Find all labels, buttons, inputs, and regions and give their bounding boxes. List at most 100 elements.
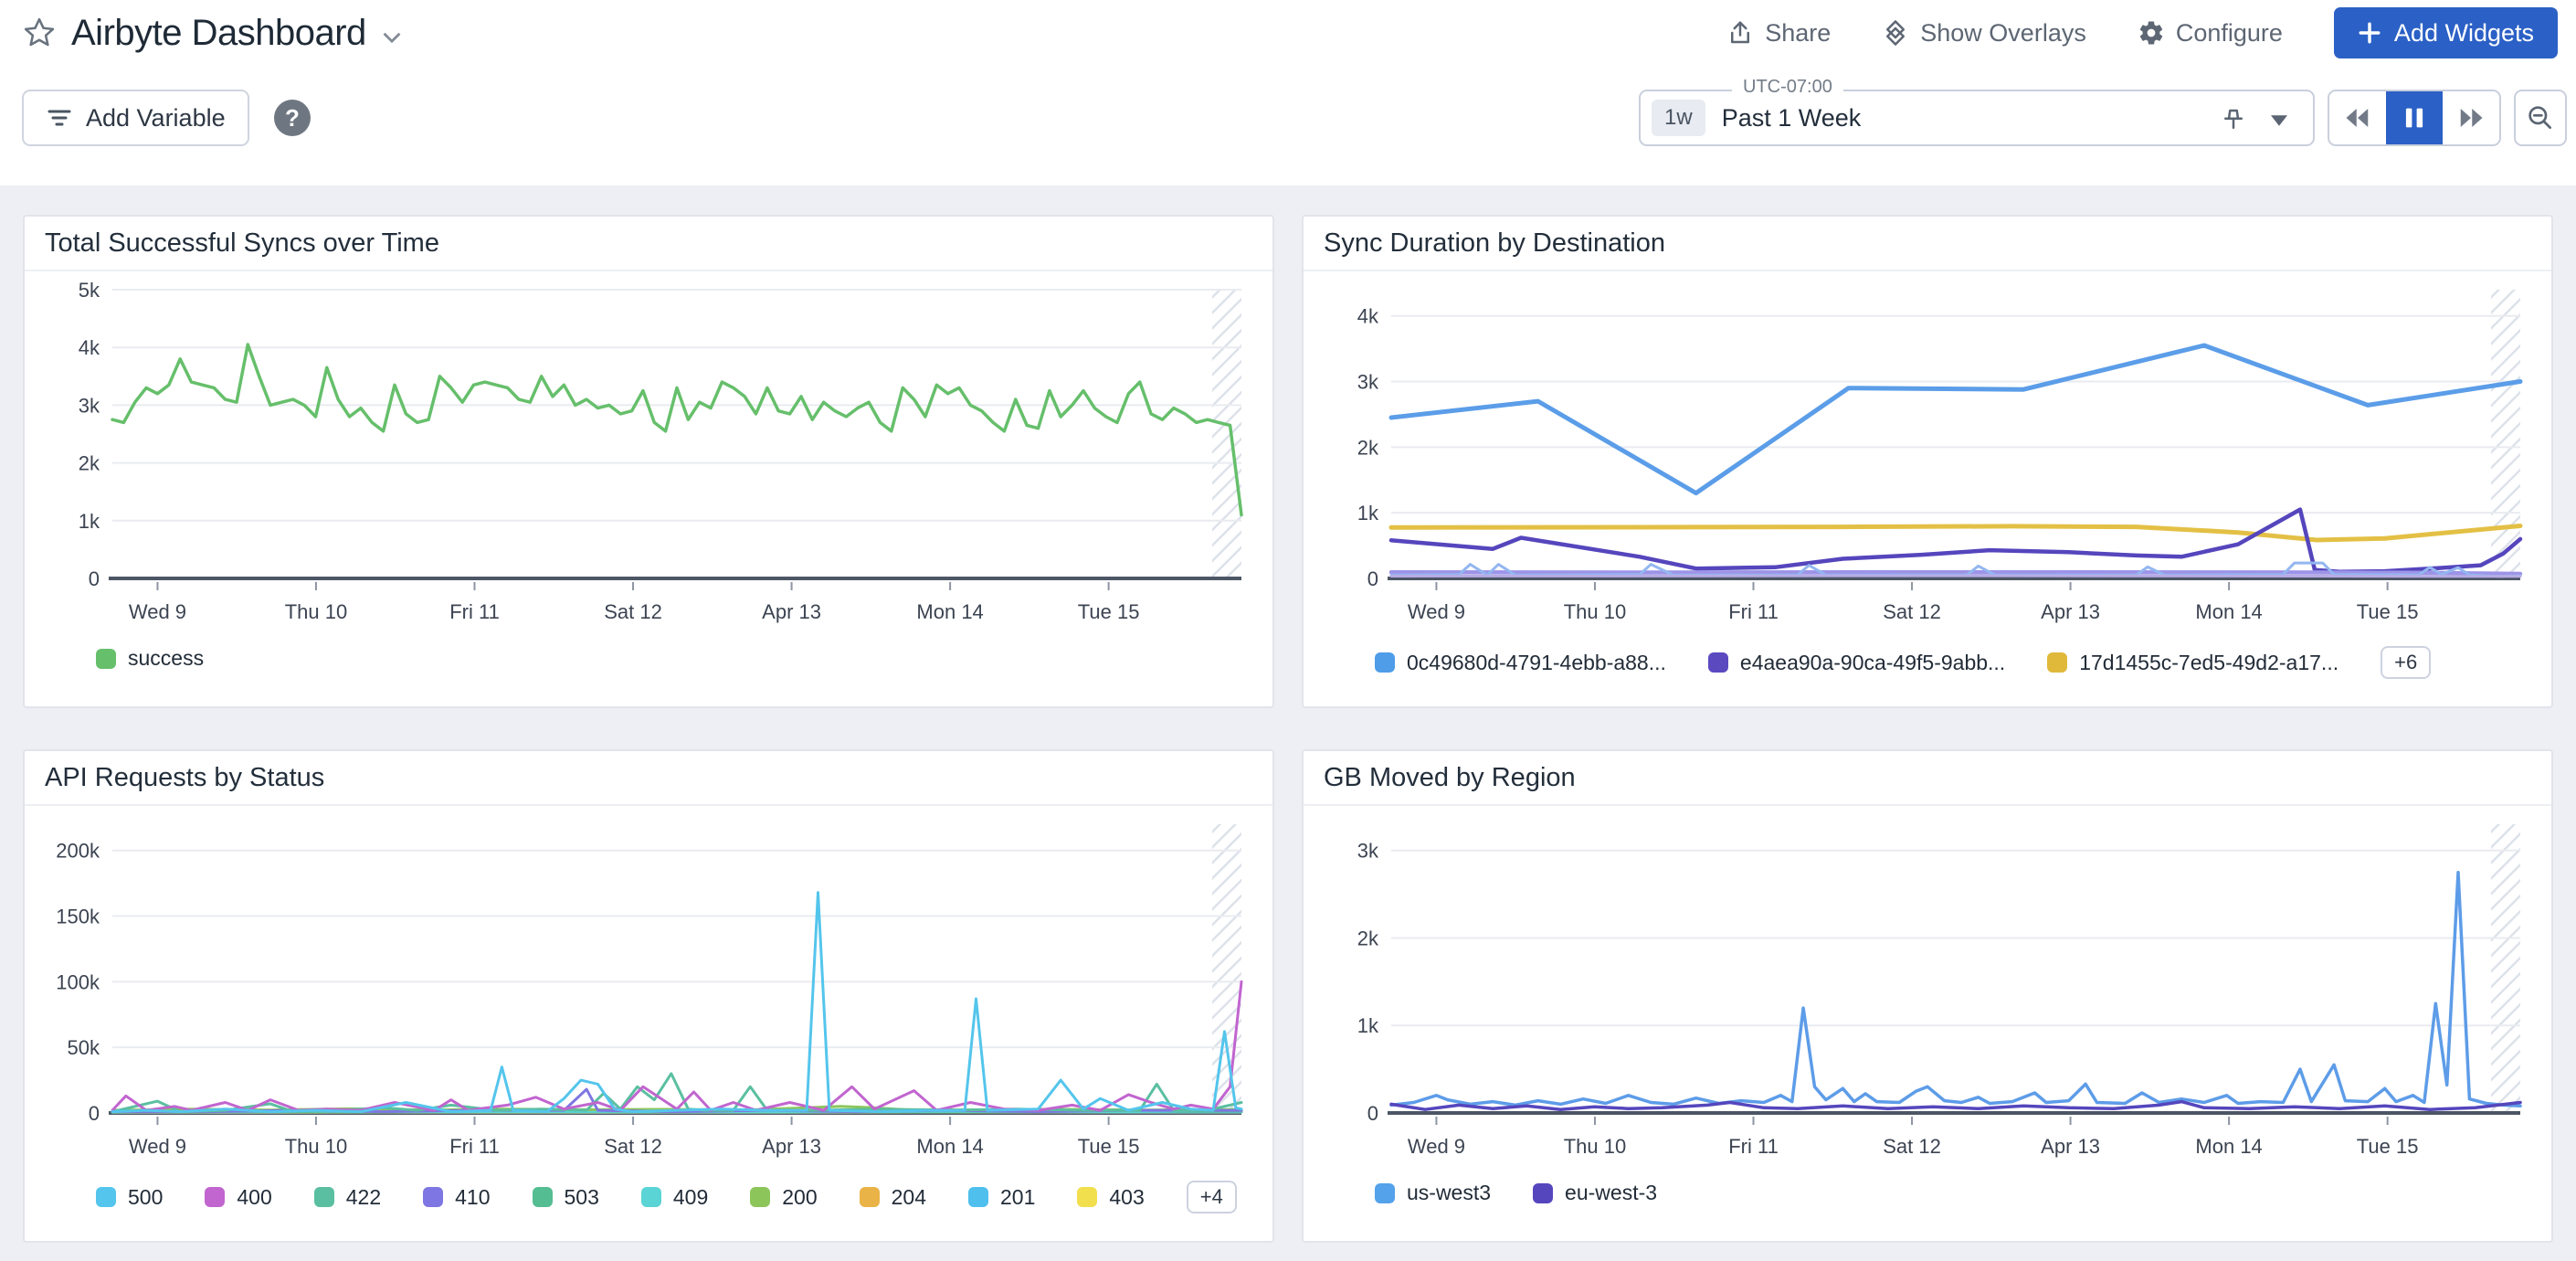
share-label: Share xyxy=(1765,19,1831,48)
legend-item-409[interactable]: 409 xyxy=(641,1185,708,1210)
show-overlays-button[interactable]: Show Overlays xyxy=(1882,18,2086,48)
legend-label: eu-west-3 xyxy=(1565,1181,1657,1205)
widget-title: API Requests by Status xyxy=(25,751,1272,806)
series-400 xyxy=(112,981,1241,1110)
legend-item-eu-west-3[interactable]: eu-west-3 xyxy=(1533,1181,1657,1205)
overlays-icon xyxy=(1882,18,1909,48)
legend-item-e4aea90a-90ca-49f5-9abb...[interactable]: e4aea90a-90ca-49f5-9abb... xyxy=(1708,651,2005,675)
legend-label: 409 xyxy=(673,1185,708,1210)
legend-label: e4aea90a-90ca-49f5-9abb... xyxy=(1740,651,2005,675)
svg-text:Tue 15: Tue 15 xyxy=(1078,600,1140,623)
svg-text:Sat 12: Sat 12 xyxy=(1883,600,1941,623)
chart-total-successful-syncs[interactable]: 01k2k3k4k5kWed 9Thu 10Fri 11Sat 12Apr 13… xyxy=(41,273,1256,635)
legend-label: 503 xyxy=(565,1185,599,1210)
legend-swatch xyxy=(314,1187,334,1207)
svg-text:4k: 4k xyxy=(1357,305,1379,328)
legend-label: 500 xyxy=(128,1185,163,1210)
pin-icon[interactable] xyxy=(2220,105,2247,134)
widget-total-successful-syncs: Total Successful Syncs over Time 01k2k3k… xyxy=(23,215,1274,708)
svg-text:3k: 3k xyxy=(1357,371,1379,394)
title-chevron-down-icon[interactable] xyxy=(381,31,403,44)
time-range-picker[interactable]: UTC-07:00 1w Past 1 Week xyxy=(1639,90,2315,146)
legend-item-403[interactable]: 403 xyxy=(1077,1185,1144,1210)
svg-text:Thu 10: Thu 10 xyxy=(1564,1135,1627,1158)
svg-text:Mon 14: Mon 14 xyxy=(2195,1135,2262,1158)
chart-gb-moved-by-region[interactable]: 01k2k3kWed 9Thu 10Fri 11Sat 12Apr 13Mon … xyxy=(1320,808,2535,1170)
favorite-star-icon[interactable] xyxy=(22,16,57,50)
widget-api-requests-by-status: API Requests by Status 050k100k150k200kW… xyxy=(23,749,1274,1243)
svg-text:Tue 15: Tue 15 xyxy=(2357,1135,2419,1158)
svg-text:Apr 13: Apr 13 xyxy=(762,1135,821,1158)
svg-text:0: 0 xyxy=(1367,1102,1378,1125)
help-icon[interactable]: ? xyxy=(274,100,311,136)
legend-item-422[interactable]: 422 xyxy=(314,1185,381,1210)
add-widgets-button[interactable]: Add Widgets xyxy=(2334,7,2558,58)
legend-swatch xyxy=(1708,652,1728,673)
legend-label: success xyxy=(128,646,204,671)
legend-swatch xyxy=(860,1187,880,1207)
chart-legend: us-west3 eu-west-3 xyxy=(1304,1170,2551,1205)
legend-item-17d1455c-7ed5-49d2-a17...[interactable]: 17d1455c-7ed5-49d2-a17... xyxy=(2047,651,2338,675)
svg-text:Wed 9: Wed 9 xyxy=(129,600,186,623)
time-range-caret-icon[interactable] xyxy=(2271,115,2287,126)
svg-text:Wed 9: Wed 9 xyxy=(129,1135,186,1158)
series-success xyxy=(112,344,1241,515)
svg-text:50k: 50k xyxy=(68,1036,100,1059)
legend-label: 204 xyxy=(892,1185,926,1210)
chart-legend: 0c49680d-4791-4ebb-a88... e4aea90a-90ca-4… xyxy=(1304,635,2551,679)
share-icon xyxy=(1726,18,1754,48)
rewind-button[interactable] xyxy=(2329,91,2386,144)
widget-title: Total Successful Syncs over Time xyxy=(25,217,1272,271)
svg-text:150k: 150k xyxy=(56,906,100,928)
time-range-label: Past 1 Week xyxy=(1722,104,1862,132)
svg-text:Mon 14: Mon 14 xyxy=(916,600,983,623)
add-variable-label: Add Variable xyxy=(86,104,226,132)
playback-controls xyxy=(2328,90,2501,146)
legend-label: 400 xyxy=(237,1185,271,1210)
svg-text:2k: 2k xyxy=(1357,927,1379,949)
legend-item-400[interactable]: 400 xyxy=(205,1185,271,1210)
share-button[interactable]: Share xyxy=(1726,18,1831,48)
svg-text:4k: 4k xyxy=(79,336,100,359)
legend-item-500[interactable]: 500 xyxy=(96,1185,163,1210)
legend-item-us-west3[interactable]: us-west3 xyxy=(1375,1181,1491,1205)
time-range-chip[interactable]: 1w xyxy=(1652,100,1705,136)
legend-item-success[interactable]: success xyxy=(96,646,204,671)
chart-legend: success xyxy=(25,635,1272,671)
chart-sync-duration-by-destination[interactable]: 01k2k3k4kWed 9Thu 10Fri 11Sat 12Apr 13Mo… xyxy=(1320,273,2535,635)
svg-text:Fri 11: Fri 11 xyxy=(1728,1135,1779,1158)
widget-title: GB Moved by Region xyxy=(1304,751,2551,806)
svg-text:3k: 3k xyxy=(79,394,100,417)
svg-text:1k: 1k xyxy=(1357,502,1379,525)
series-500 xyxy=(112,893,1241,1112)
svg-text:Sat 12: Sat 12 xyxy=(1883,1135,1941,1158)
svg-text:3k: 3k xyxy=(1357,840,1379,863)
series-us-west3 xyxy=(1391,873,2520,1107)
legend-item-204[interactable]: 204 xyxy=(860,1185,926,1210)
legend-swatch xyxy=(533,1187,553,1207)
legend-item-410[interactable]: 410 xyxy=(423,1185,490,1210)
zoom-out-button[interactable] xyxy=(2514,90,2567,146)
legend-swatch xyxy=(96,1187,116,1207)
legend-label: 0c49680d-4791-4ebb-a88... xyxy=(1407,651,1666,675)
legend-swatch xyxy=(641,1187,661,1207)
fast-forward-button[interactable] xyxy=(2443,91,2499,144)
header-bar: Airbyte Dashboard Share xyxy=(0,0,2576,57)
legend-item-503[interactable]: 503 xyxy=(533,1185,599,1210)
legend-swatch xyxy=(2047,652,2067,673)
chart-api-requests-by-status[interactable]: 050k100k150k200kWed 9Thu 10Fri 11Sat 12A… xyxy=(41,808,1256,1170)
add-variable-button[interactable]: Add Variable xyxy=(22,90,249,146)
legend-swatch xyxy=(1375,1183,1395,1203)
legend-swatch xyxy=(205,1187,225,1207)
pause-button[interactable] xyxy=(2386,91,2443,144)
svg-text:Wed 9: Wed 9 xyxy=(1408,1135,1465,1158)
configure-button[interactable]: Configure xyxy=(2138,18,2283,48)
svg-text:2k: 2k xyxy=(1357,436,1379,459)
legend-more-badge[interactable]: +6 xyxy=(2381,646,2431,679)
legend-item-201[interactable]: 201 xyxy=(968,1185,1035,1210)
legend-item-0c49680d-4791-4ebb-a88...[interactable]: 0c49680d-4791-4ebb-a88... xyxy=(1375,651,1666,675)
filter-icon xyxy=(46,104,73,132)
legend-item-200[interactable]: 200 xyxy=(750,1185,817,1210)
svg-text:Fri 11: Fri 11 xyxy=(449,1135,500,1158)
legend-more-badge[interactable]: +4 xyxy=(1187,1181,1237,1213)
